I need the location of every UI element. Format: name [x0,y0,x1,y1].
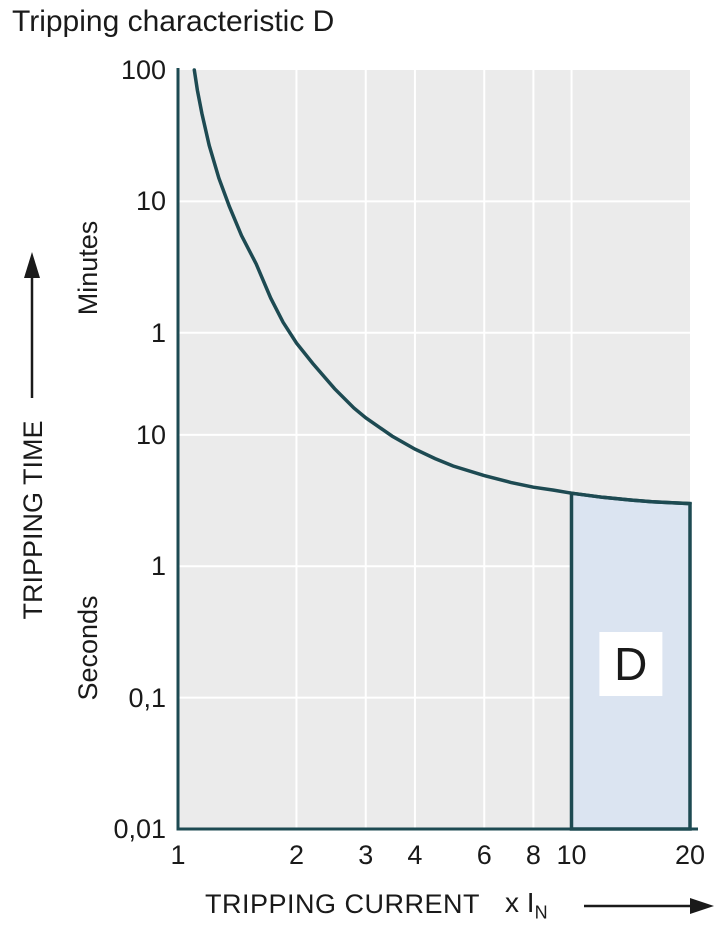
x-arrow-head [690,898,714,914]
axes [176,68,698,831]
y-tick-label-5: 0,1 [128,682,166,713]
tripping-curve [192,68,692,506]
y-tick-label-2: 1 [150,317,166,348]
x-tick-label-1: 1 [170,840,186,870]
x-tick-label-10: 10 [556,840,587,870]
x-axis-arrow-icon [584,898,714,914]
y-tick-label-3: 10 [135,419,166,450]
y-tick-label-6: 0,01 [113,814,166,844]
x-tick-label-2: 2 [288,840,304,870]
y-axis-arrow-icon [24,252,40,398]
y-tick-label-4: 1 [150,551,166,582]
x-tick-label-4: 4 [407,840,423,870]
y-axis-title: TRIPPING TIME [18,420,48,619]
region-d-label: D [599,632,663,697]
x-unit-main: x I [505,887,535,918]
x-tick-label-20: 20 [674,840,706,870]
x-unit-subscript: N [534,902,548,923]
y-tick-label-0: 100 [120,55,166,85]
x-tick-label-6: 6 [476,840,492,870]
x-axis-title: TRIPPING CURRENT [205,889,481,919]
y-section-minutes-label: Minutes [73,221,103,316]
y-section-seconds-label: Seconds [73,595,103,700]
x-tick-label-8: 8 [525,840,541,870]
y-arrow-head [24,252,40,278]
chart-title: Tripping characteristic D [12,5,335,38]
x-tick-label-3: 3 [358,840,374,870]
x-axis-unit: x IN [505,887,548,924]
y-tick-label-1: 10 [135,186,166,217]
